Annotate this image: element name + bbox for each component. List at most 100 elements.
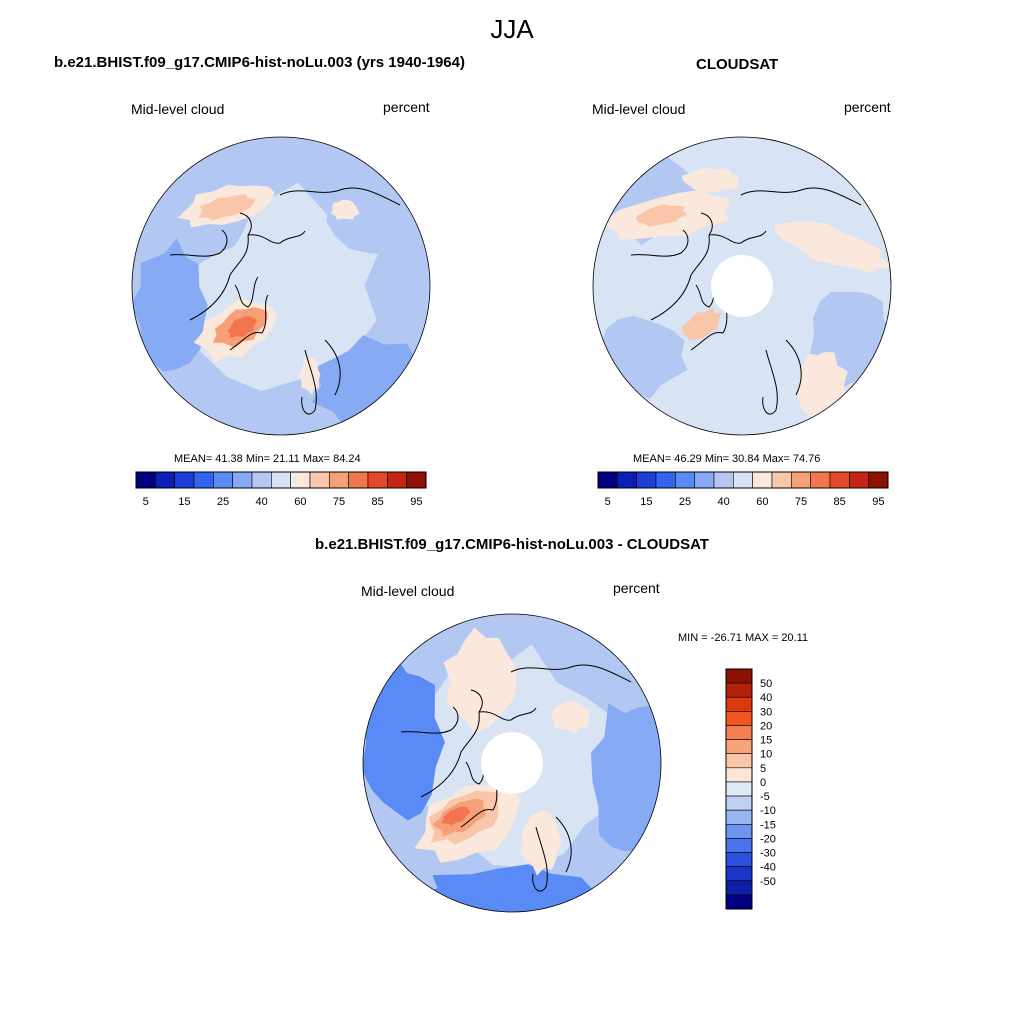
diff-colorbar-box xyxy=(725,866,753,882)
obs-map-boundary xyxy=(592,136,892,436)
obs-colorbar-box xyxy=(829,471,850,489)
obs-contour-region xyxy=(681,167,739,193)
model-colorbar-tick-label: 75 xyxy=(333,496,345,508)
diff-panel-title: b.e21.BHIST.f09_g17.CMIP6-hist-noLu.003 … xyxy=(315,536,709,553)
diff-missing-data-hole xyxy=(481,732,543,794)
model-contour-region xyxy=(132,238,208,372)
obs-variable-label: Mid-level cloud xyxy=(592,101,686,117)
obs-units-label: percent xyxy=(844,99,891,115)
diff-colorbar-tick-label: 50 xyxy=(760,678,772,690)
obs-colorbar-box xyxy=(771,471,792,489)
model-colorbar-box xyxy=(135,471,156,489)
obs-colorbar-box xyxy=(810,471,831,489)
diff-colorbar-box xyxy=(725,767,753,783)
model-colorbar-box xyxy=(232,471,253,489)
obs-colorbar-box xyxy=(597,471,618,489)
diff-colorbar-tick-label: -15 xyxy=(760,819,776,831)
obs-coastline xyxy=(630,229,689,257)
obs-colorbar-tick-label: 95 xyxy=(872,496,884,508)
diff-colorbar-tick-label: 15 xyxy=(760,735,772,747)
model-colorbar-box xyxy=(174,471,195,489)
diff-colorbar-tick-label: -30 xyxy=(760,848,776,860)
diff-map-boundary xyxy=(362,613,662,913)
obs-polar-map xyxy=(592,136,892,436)
obs-colorbar-box xyxy=(849,471,869,489)
obs-contour-region xyxy=(635,204,688,227)
diff-coastline xyxy=(478,707,537,721)
model-colorbar-box xyxy=(193,471,214,489)
obs-stats: MEAN= 46.29 Min= 30.84 Max= 74.76 xyxy=(633,453,821,465)
diff-colorbar-box xyxy=(725,880,753,896)
diff-coastline xyxy=(510,664,632,683)
diff-colorbar-tick-label: 10 xyxy=(760,749,772,761)
diff-colorbar-frame xyxy=(725,668,753,910)
obs-colorbar-box xyxy=(655,471,676,489)
obs-field xyxy=(593,137,891,435)
diff-colorbar-tick-label: 5 xyxy=(760,763,766,775)
diff-coastline xyxy=(532,826,548,892)
diff-colorbar-box xyxy=(725,838,753,853)
obs-colorbar-tick-label: 25 xyxy=(679,496,691,508)
model-polar-map xyxy=(131,136,431,436)
diff-colorbar-box xyxy=(725,725,753,740)
model-colorbar-tick-label: 95 xyxy=(410,496,422,508)
obs-colorbar-box xyxy=(752,471,773,489)
obs-colorbar-box xyxy=(694,471,715,489)
model-colorbar-box xyxy=(290,471,311,489)
diff-polar-map xyxy=(362,613,662,913)
obs-colorbar: 5 15 25 40 60 75 85 95 xyxy=(597,471,889,508)
diff-units-label: percent xyxy=(613,580,660,596)
model-colorbar-box xyxy=(367,471,388,489)
diff-coastline xyxy=(420,689,483,798)
model-coastline xyxy=(189,212,252,321)
diff-colorbar-tick-label: -10 xyxy=(760,805,776,817)
model-coastline xyxy=(169,229,228,257)
diff-variable-label: Mid-level cloud xyxy=(361,583,455,599)
model-panel-title: b.e21.BHIST.f09_g17.CMIP6-hist-noLu.003 … xyxy=(54,54,465,71)
diff-coastline xyxy=(555,816,572,873)
diff-stats: MIN = -26.71 MAX = 20.11 xyxy=(678,632,809,644)
model-stats: MEAN= 41.38 Min= 21.11 Max= 84.24 xyxy=(174,453,361,465)
obs-colorbar-box xyxy=(636,471,657,489)
model-colorbar-box xyxy=(271,471,291,489)
diff-colorbar-box xyxy=(725,809,753,825)
diff-colorbar-tick-label: 20 xyxy=(760,720,772,732)
model-units-label: percent xyxy=(383,99,430,115)
model-coastline xyxy=(247,230,306,244)
obs-colorbar-frame xyxy=(597,471,889,489)
diff-colorbar-box xyxy=(725,696,753,712)
obs-panel-title: CLOUDSAT xyxy=(696,56,779,73)
obs-colorbar-tick-label: 15 xyxy=(640,496,652,508)
obs-colorbar-tick-label: 60 xyxy=(756,496,768,508)
obs-coastline xyxy=(650,212,713,321)
model-colorbar-tick-label: 25 xyxy=(217,496,229,508)
obs-coastline xyxy=(740,187,862,206)
obs-colorbar-box xyxy=(713,471,734,489)
model-colorbar-box xyxy=(329,471,349,489)
diff-colorbar-box xyxy=(725,668,753,684)
diff-colorbar-tick-label: -5 xyxy=(760,791,770,803)
diff-colorbar-tick-label: -20 xyxy=(760,833,776,845)
model-colorbar-tick-label: 15 xyxy=(178,496,190,508)
diff-contour-region xyxy=(363,652,445,821)
figure-title: JJA xyxy=(490,14,534,44)
diff-colorbar-box xyxy=(725,753,753,769)
diff-colorbar-box xyxy=(725,711,753,726)
model-colorbar-box xyxy=(387,471,407,489)
diff-colorbar-tick-label: -40 xyxy=(760,862,776,874)
model-contour-region xyxy=(331,199,360,220)
diff-contour-region xyxy=(440,806,471,826)
diff-colorbar-tick-label: 30 xyxy=(760,706,772,718)
obs-colorbar-box xyxy=(617,471,637,489)
model-variable-label: Mid-level cloud xyxy=(131,101,225,117)
diff-coastline xyxy=(400,706,459,734)
diff-colorbar-box xyxy=(725,852,753,867)
model-colorbar-box xyxy=(251,471,272,489)
obs-coastline xyxy=(785,339,802,396)
model-colorbar-box xyxy=(155,471,175,489)
model-colorbar-tick-label: 5 xyxy=(143,496,149,508)
model-colorbar-box xyxy=(213,471,233,489)
diff-contour-region xyxy=(550,701,591,734)
diff-contour-region xyxy=(443,627,517,734)
